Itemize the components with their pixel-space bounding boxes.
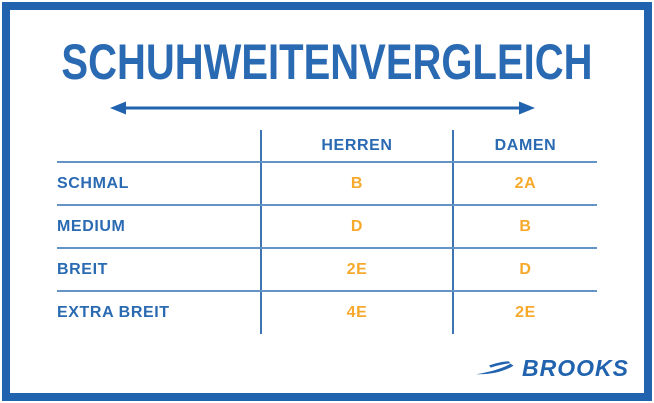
- row-label: BREIT: [57, 248, 261, 292]
- damen-value: D: [453, 248, 597, 292]
- page-title: SCHUHWEITENVERGLEICH: [0, 36, 654, 88]
- table-row-breit: BREIT 2E D: [57, 248, 597, 292]
- damen-value: 2A: [453, 162, 597, 206]
- brooks-logo: BROOKS: [475, 354, 629, 382]
- column-header-damen: DAMEN: [453, 130, 597, 163]
- table-row-medium: MEDIUM D B: [57, 205, 597, 249]
- corner-cell: [57, 130, 261, 163]
- herren-value: D: [260, 205, 454, 249]
- page-title-text: SCHUHWEITENVERGLEICH: [61, 34, 593, 90]
- damen-value: B: [453, 205, 597, 249]
- row-label: EXTRA BREIT: [57, 304, 170, 321]
- brooks-chevron-icon: [476, 361, 514, 375]
- table-row-schmal: SCHMAL B 2A: [57, 162, 597, 206]
- table-row-extra-breit: EXTRA BREIT 4E 2E: [57, 291, 597, 334]
- column-header-herren: HERREN: [260, 130, 454, 163]
- herren-value: 4E: [260, 291, 454, 334]
- herren-value: B: [260, 162, 454, 206]
- width-range-arrow-icon: [110, 101, 535, 115]
- row-label: MEDIUM: [57, 205, 261, 249]
- herren-value: 2E: [260, 248, 454, 292]
- brooks-logo-text: BROOKS: [522, 354, 629, 381]
- row-label: SCHMAL: [57, 162, 261, 206]
- damen-value: 2E: [515, 304, 536, 321]
- shoe-width-table: HERREN DAMEN SCHMAL B 2A MEDIUM D B BREI…: [57, 130, 597, 334]
- header-row: HERREN DAMEN: [57, 130, 597, 163]
